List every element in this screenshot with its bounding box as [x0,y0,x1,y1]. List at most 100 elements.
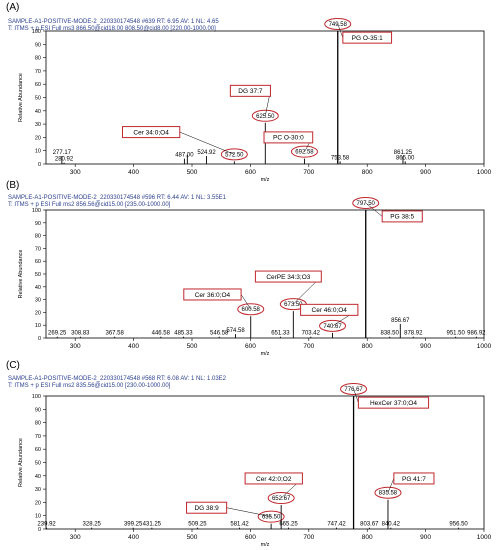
peak-mz-label: 865.00 [396,155,415,161]
y-tick-label: 100 [32,29,41,35]
lipid-annotation-label: DG 38:9 [194,505,219,512]
y-tick-label: 20 [35,500,41,506]
lipid-annotation-label: Cer 46:0;O4 [312,307,348,314]
peak-mz-label: 600.58 [242,307,261,313]
y-axis-label: Relative Abundance [18,250,24,299]
x-tick-label: 1000 [477,169,492,176]
lipid-annotation-label: Cer 36:0;O4 [195,292,231,299]
annotation-leader-line [365,202,383,217]
x-tick-label: 300 [70,169,81,176]
y-tick-label: 30 [35,122,41,128]
y-tick-label: 70 [35,246,41,252]
y-tick-label: 90 [35,407,41,413]
peak-mz-label: 753.58 [331,155,350,161]
y-tick-label: 10 [35,323,41,329]
peak-mz-label: 652.67 [272,496,291,502]
x-tick-label: 1000 [477,534,492,541]
peak-highlight-circle [251,109,279,122]
panel-label: (A) [6,2,20,13]
x-tick-label: 800 [362,169,373,176]
annotation-leader-line [240,294,251,310]
peak-mz-label: 840.42 [382,522,401,528]
lipid-annotation-box [393,472,435,485]
spectrum-panel-b: (B) SAMPLE-A1-POSITIVE-MODE-2_2203301745… [0,180,498,360]
lipid-annotation-box [342,31,393,44]
mass-spectrum-chart: 300 400 500 600 700 800 900 1000 0 10 20 30 40 50 60 70… [18,197,492,357]
y-tick-label: 90 [35,221,41,227]
peak-mz-label: 524.92 [197,150,216,156]
y-tick-label: 30 [35,487,41,493]
y-axis-label: Relative Abundance [18,73,24,122]
y-tick-label: 100 [32,208,41,214]
peak-mz-label: 581.42 [230,522,249,528]
lipid-annotation-box [244,472,303,485]
x-tick-label: 1000 [477,343,492,350]
peak-mz-label: 803.67 [360,522,379,528]
lipid-annotation-box [121,126,181,139]
lipid-annotation-label: PC O-30:0 [273,135,304,142]
peak-mz-label: 485.33 [174,331,193,337]
lipid-annotation-label: PG 38:5 [390,214,414,221]
mass-spectrum-chart: 300 400 500 600 700 800 900 1000 0 10 20 30 40 50 60 70… [18,18,492,183]
y-tick-label: 100 [32,394,41,400]
y-tick-label: 40 [35,109,41,115]
x-axis-label: m/z [261,351,270,357]
peak-mz-label: 431.25 [143,522,162,528]
peak-mz-label: 635.50 [262,515,281,521]
y-tick-label: 0 [38,162,41,168]
peak-mz-label: 856.67 [391,318,410,324]
panel-label: (C) [6,360,20,371]
peak-highlight-circle [267,492,295,505]
x-tick-label: 400 [128,169,139,176]
peak-highlight-circle [352,197,380,209]
annotation-leader-line [337,23,344,38]
peak-mz-label: 703.42 [302,331,321,337]
y-tick-label: 30 [35,298,41,304]
x-tick-label: 800 [362,343,373,350]
peak-mz-label: 277.17 [53,150,72,156]
scan-header-line1: SAMPLE-A1-POSITIVE-MODE-2_220330174548 #… [8,19,219,25]
y-tick-label: 0 [38,527,41,533]
lipid-annotation-label: Cer 42:0;O2 [256,476,292,483]
lipid-annotation-label: DG 37:7 [238,88,263,95]
peak-mz-label: 308.83 [71,331,90,337]
peak-mz-label: 986.92 [467,331,486,337]
peak-mz-label: 861.25 [394,150,413,156]
peak-mz-label: 509.25 [188,522,207,528]
peak-highlight-circle [319,319,347,332]
scan-header-line2: T: ITMS + p ESI Full ms2 835.56@cid15.00… [8,383,171,389]
peak-mz-label: 878.92 [404,331,423,337]
x-tick-label: 900 [420,169,431,176]
annotation-leader-line [353,388,359,403]
peak-mz-label: 546.58 [210,331,229,337]
peak-mz-label: 797.50 [357,201,376,207]
peak-mz-label: 835.58 [379,491,398,497]
x-tick-label: 600 [245,343,256,350]
peak-mz-label: 280.92 [55,157,74,163]
x-tick-label: 700 [303,343,314,350]
y-tick-label: 10 [35,149,41,155]
peak-mz-label: 951.50 [446,331,465,337]
peak-mz-label: 399.25 [124,522,143,528]
x-tick-label: 900 [420,534,431,541]
x-tick-label: 500 [187,343,198,350]
scan-header-line1: SAMPLE-A1-POSITIVE-MODE-2_220330174548 #… [8,376,227,382]
y-tick-label: 60 [35,82,41,88]
peak-mz-label: 367.58 [105,331,124,337]
scan-header-line2: T: ITMS + p ESI Full ms3 866.50@cid18.00… [8,26,216,32]
y-axis-label: Relative Abundance [18,438,24,487]
x-tick-label: 400 [128,534,139,541]
y-tick-label: 90 [35,42,41,48]
x-tick-label: 500 [187,534,198,541]
peak-mz-label: 673.50 [284,302,303,308]
x-tick-label: 800 [362,534,373,541]
peak-mz-label: 625.50 [256,114,275,120]
x-tick-label: 700 [303,169,314,176]
lipid-annotation-label: PG 41:7 [402,476,426,483]
annotation-leader-line [387,478,395,493]
annotation-leader-line [179,131,235,155]
x-axis-label: m/z [261,542,270,548]
x-tick-label: 600 [245,169,256,176]
mass-spectrum-chart: 300 400 500 600 700 800 900 1000 0 10 20 30 40 50 60 70… [18,383,492,548]
scan-header-line1: SAMPLE-A1-POSITIVE-MODE-2_220330174548 #… [8,195,227,201]
